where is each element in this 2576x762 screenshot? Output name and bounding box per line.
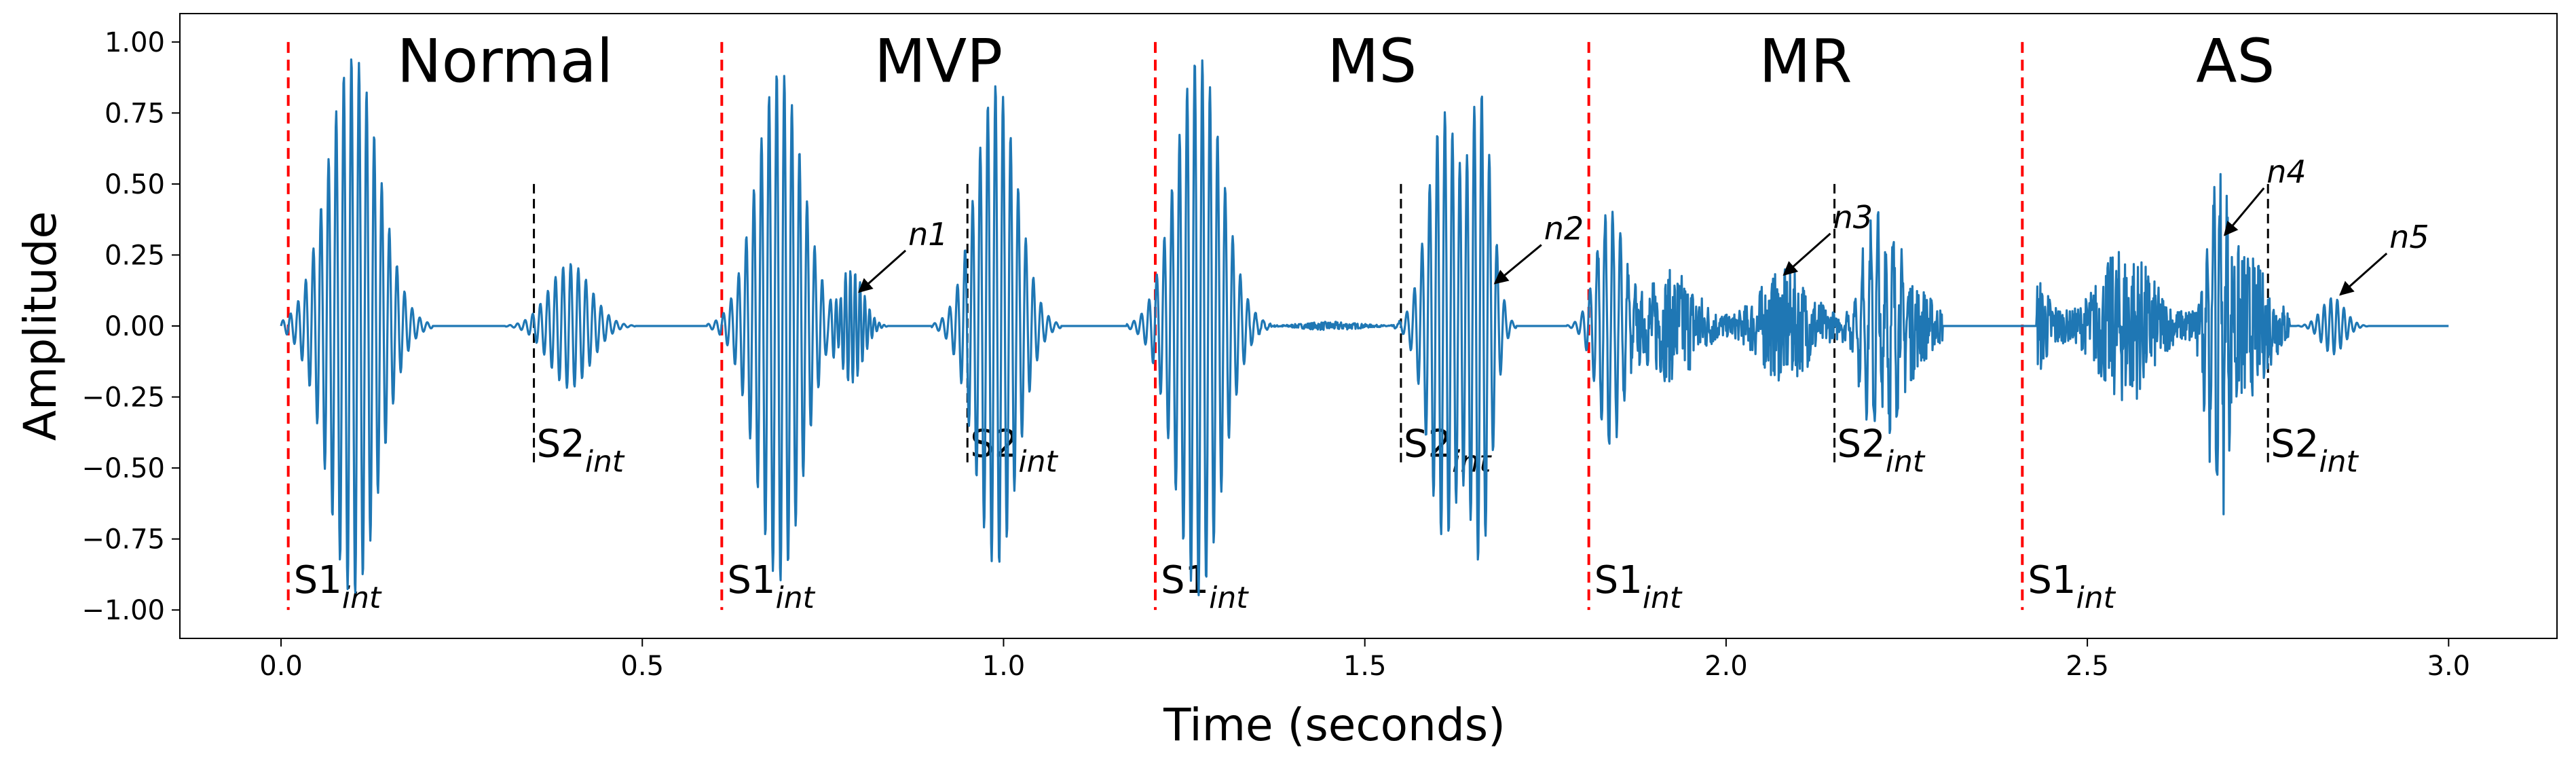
annotation-label-n3: n3 [1833,199,1873,236]
x-axis-title: Time (seconds) [1163,699,1506,751]
section-label-mr: MR [1759,26,1852,96]
annotations: n1 n2 n3 n4 n5 [858,153,2429,296]
s1-marker-label: S1int [2028,558,2116,615]
x-tick-label: 1.0 [982,651,1026,682]
y-tick-label: −0.50 [81,453,165,484]
annotation-arrow-n3 [1782,232,1831,276]
x-tick-label: 2.0 [1704,651,1748,682]
x-tick-label: 2.5 [2066,651,2109,682]
annotation-arrow-n5 [2339,252,2388,296]
y-tick-label: 0.50 [105,169,165,200]
s2-marker-label: S2int [2271,422,2359,479]
y-axis-title: Amplitude [14,211,67,441]
s2-marker-label: S2int [1837,422,1926,479]
y-tick-label: 0.25 [105,240,165,271]
annotation-label-n1: n1 [908,216,948,253]
annotation-label-n5: n5 [2389,219,2429,255]
annotation-arrow-n2 [1493,244,1542,285]
y-tick-label: 0.75 [105,98,165,129]
annotation-arrow-n1 [858,249,907,293]
annotation-label-n2: n2 [1544,211,1584,247]
x-tick-label: 0.0 [259,651,303,682]
annotation-label-n4: n4 [2266,153,2306,190]
section-label-mvp: MVP [874,26,1003,96]
section-label-normal: Normal [397,26,613,96]
section-label-ms: MS [1327,26,1417,96]
s1-marker-label: S1int [727,558,815,615]
x-tick-label: 0.5 [620,651,664,682]
s1-marker-label: S1int [294,558,382,615]
section-labels: Normal MVP MS MR AS [397,26,2275,96]
s1-marker-label: S1int [1594,558,1683,615]
axis-ticks: 0.0 0.5 1.0 1.5 2.0 2.5 3.0 1.00 0.75 0.50 0.25 0.0… [81,27,2470,682]
y-tick-label: −0.25 [81,382,165,414]
y-tick-label: −1.00 [81,595,165,626]
section-label-as: AS [2196,26,2275,96]
s2-marker-label: S2int [537,422,625,479]
y-tick-label: 1.00 [105,27,165,58]
waveform-line [280,58,2450,596]
x-tick-label: 3.0 [2427,651,2471,682]
y-tick-label: −0.75 [81,524,165,556]
y-tick-label: 0.00 [105,311,165,342]
x-tick-label: 1.5 [1343,651,1387,682]
annotation-arrow-n4 [2224,187,2265,236]
